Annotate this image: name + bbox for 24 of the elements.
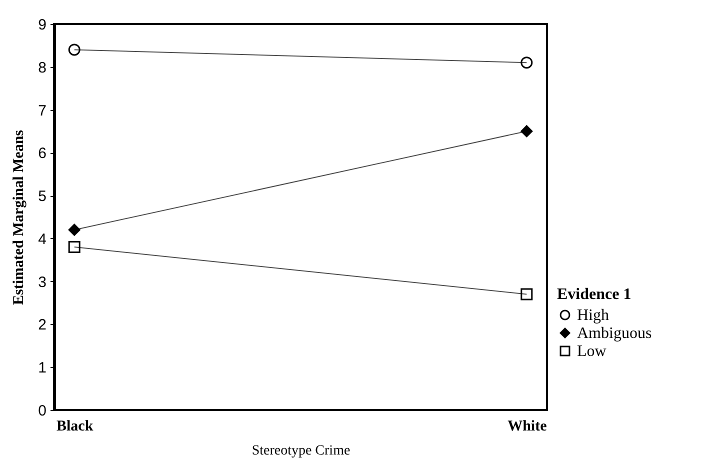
point	[68, 224, 80, 236]
legend-title: Evidence 1	[557, 286, 632, 303]
legend-label: Low	[577, 343, 607, 360]
y-tick-label: 8	[38, 59, 46, 76]
x-axis-title: Stereotype Crime	[252, 444, 350, 458]
y-tick-label: 5	[38, 188, 46, 206]
y-tick-label: 2	[38, 316, 46, 334]
legend-label: Ambiguous	[577, 325, 652, 342]
y-tick-label: 7	[38, 102, 46, 120]
y-tick-label: 0	[38, 402, 46, 420]
point	[520, 125, 533, 138]
point	[520, 56, 533, 69]
y-tick-label: 9	[38, 16, 46, 34]
point	[68, 44, 80, 56]
y-tick-label: 4	[38, 230, 46, 248]
y-tick-label: 3	[38, 274, 46, 291]
point	[68, 241, 80, 254]
y-tick-label: 1	[38, 360, 46, 377]
y-axis-title: Estimated Marginal Means	[11, 130, 28, 305]
x-tick-label: White	[508, 418, 548, 434]
y-tick-label: 6	[38, 145, 46, 162]
x-tick-label: Black	[56, 418, 94, 434]
point	[520, 288, 533, 300]
legend-label: High	[577, 307, 609, 324]
